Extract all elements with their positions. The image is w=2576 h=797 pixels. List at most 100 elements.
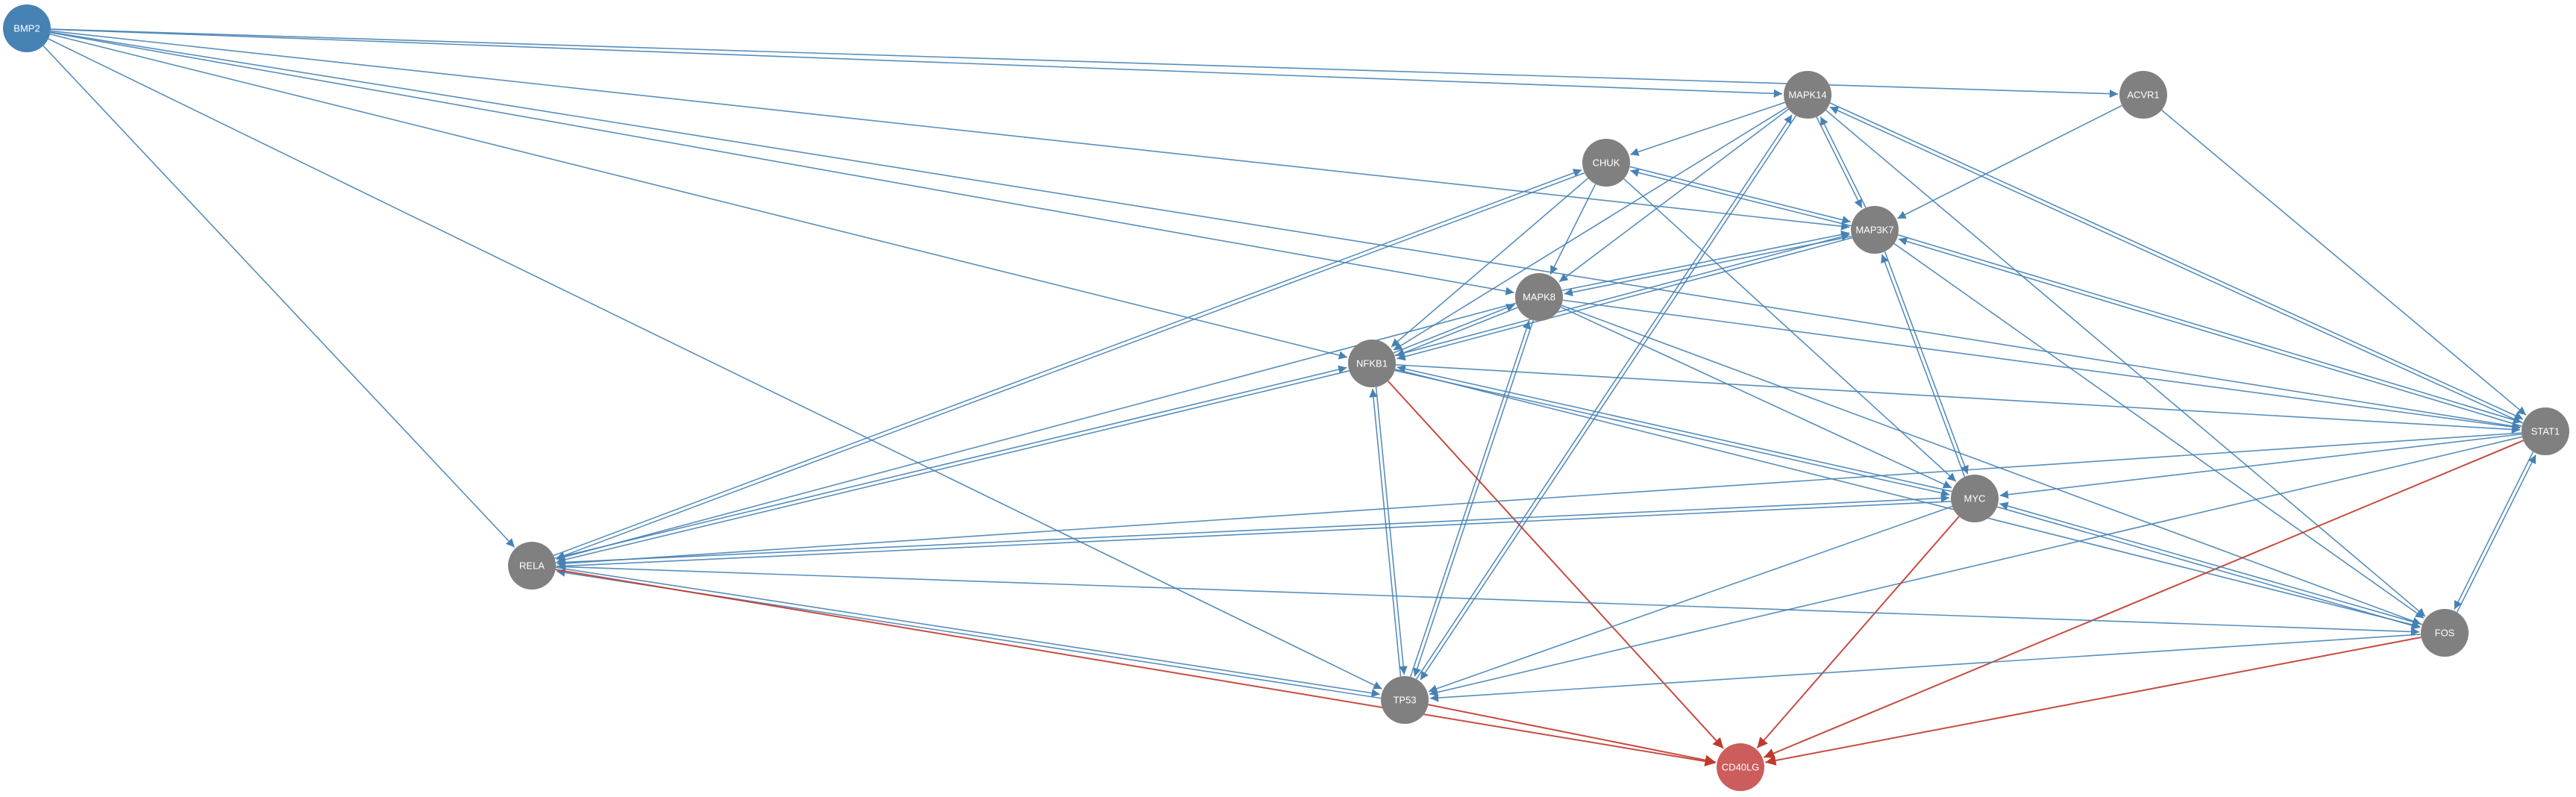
node-circle[interactable] [1784, 71, 1831, 119]
edge-rela-to-nfkb1[interactable] [554, 365, 1347, 559]
edge-nfkb1-to-cd40lg[interactable] [1387, 380, 1724, 749]
node-circle[interactable] [1951, 475, 1999, 522]
node-rela[interactable]: RELA [508, 542, 556, 590]
node-tp53[interactable]: TP53 [1381, 676, 1429, 724]
edge-stat1-to-map3k7[interactable] [1898, 237, 2522, 427]
node-circle[interactable] [1515, 273, 1563, 321]
edge-nfkb1-to-tp53[interactable] [1375, 387, 1408, 675]
edge-mapk14-to-stat1[interactable] [1829, 102, 2524, 420]
edge-stat1-to-tp53[interactable] [1429, 436, 2523, 697]
nodes-layer: BMP2 MAPK14 ACVR1 CHUK MAP3K7 MAPK8 NFKB1 STAT1… [3, 4, 2569, 791]
node-label: MAPK14 [1788, 90, 1826, 101]
node-circle[interactable] [2421, 609, 2469, 657]
node-acvr1[interactable]: ACVR1 [2119, 71, 2167, 119]
edge-mapk8-to-tp53[interactable] [1413, 319, 1535, 677]
node-circle[interactable] [2119, 71, 2167, 119]
edge-tp53-to-nfkb1[interactable] [1369, 389, 1402, 677]
node-label: NFKB1 [1356, 358, 1388, 369]
edge-tp53-to-mapk14[interactable] [1415, 114, 1793, 680]
edge-mapk14-to-nfkb1[interactable] [1393, 107, 1788, 351]
edge-mapk14-to-chuk[interactable] [1629, 101, 1785, 156]
edge-mapk8-to-stat1[interactable] [1562, 299, 2521, 431]
edge-rela-to-tp53[interactable] [555, 566, 1380, 698]
edge-map3k7-to-stat1[interactable] [1898, 234, 2522, 424]
node-cd40lg[interactable]: CD40LG [1717, 743, 1764, 791]
node-fos[interactable]: FOS [2421, 609, 2469, 657]
edge-chuk-to-nfkb1[interactable] [1391, 178, 1589, 348]
edge-acvr1-to-map3k7[interactable] [1897, 104, 2122, 219]
edge-fos-to-stat1[interactable] [2456, 454, 2536, 613]
edge-bmp2-to-acvr1[interactable] [50, 28, 2119, 99]
edge-mapk14-to-fos[interactable] [1825, 110, 2426, 617]
edge-chuk-to-rela[interactable] [556, 172, 1585, 560]
edge-nfkb1-to-mapk8[interactable] [1393, 304, 1515, 354]
edge-myc-to-cd40lg[interactable] [1756, 516, 1960, 749]
edge-nfkb1-to-myc[interactable] [1394, 369, 1950, 498]
edge-stat1-to-rela[interactable] [557, 432, 2522, 568]
node-bmp2[interactable]: BMP2 [3, 4, 51, 52]
node-circle[interactable] [1582, 139, 1630, 187]
edge-myc-to-tp53[interactable] [1428, 505, 1953, 693]
node-stat1[interactable]: STAT1 [2522, 407, 2569, 455]
node-map3k7[interactable]: MAP3K7 [1851, 206, 1899, 254]
edge-stat1-to-mapk14[interactable] [1829, 106, 2524, 424]
edge-stat1-to-myc[interactable] [1999, 433, 2522, 499]
edge-mapk14-to-mapk8[interactable] [1558, 108, 1789, 283]
node-mapk8[interactable]: MAPK8 [1515, 273, 1563, 321]
edge-myc-to-fos[interactable] [1996, 506, 2420, 630]
edge-bmp2-to-stat1[interactable] [50, 31, 2521, 431]
edge-chuk-to-map3k7[interactable] [1629, 166, 1851, 225]
edge-bmp2-to-tp53[interactable] [48, 38, 1382, 690]
edge-mapk14-to-tp53[interactable] [1420, 115, 1797, 681]
edge-map3k7-to-myc[interactable] [1884, 251, 1969, 475]
edge-acvr1-to-stat1[interactable] [2161, 109, 2527, 416]
edge-map3k7-to-nfkb1[interactable] [1397, 237, 1852, 361]
edge-stat1-to-fos[interactable] [2454, 451, 2534, 610]
edge-stat1-to-cd40lg[interactable] [1763, 440, 2524, 758]
edge-rela-to-chuk[interactable] [553, 169, 1582, 557]
edge-myc-to-map3k7[interactable] [1881, 254, 1966, 478]
edge-myc-to-nfkb1[interactable] [1397, 364, 1952, 493]
edge-fos-to-myc[interactable] [1999, 501, 2423, 625]
edge-nfkb1-to-rela[interactable] [557, 370, 1350, 564]
edge-tp53-to-mapk8[interactable] [1409, 320, 1531, 678]
edge-tp53-to-cd40lg[interactable] [1428, 704, 1716, 766]
edge-mapk8-to-fos[interactable] [1561, 304, 2422, 625]
edge-mapk14-to-map3k7[interactable] [1816, 116, 1863, 209]
node-myc[interactable]: MYC [1951, 475, 1999, 522]
node-label: BMP2 [13, 23, 40, 34]
node-label: CD40LG [1722, 762, 1760, 773]
edge-bmp2-to-nfkb1[interactable] [49, 33, 1348, 360]
node-circle[interactable] [3, 4, 51, 52]
node-circle[interactable] [1348, 340, 1396, 387]
edge-bmp2-to-map3k7[interactable] [50, 30, 1850, 231]
node-circle[interactable] [1851, 206, 1899, 254]
edge-map3k7-to-mapk14[interactable] [1820, 116, 1867, 208]
node-circle[interactable] [508, 542, 556, 590]
node-chuk[interactable]: CHUK [1582, 139, 1630, 187]
edge-nfkb1-to-map3k7[interactable] [1394, 232, 1850, 357]
edge-myc-to-rela[interactable] [557, 501, 1952, 570]
node-circle[interactable] [1717, 743, 1764, 791]
edge-nfkb1-to-fos[interactable] [1394, 369, 2421, 629]
edge-mapk8-to-nfkb1[interactable] [1396, 307, 1518, 357]
edge-fos-to-cd40lg[interactable] [1765, 637, 2422, 766]
node-nfkb1[interactable]: NFKB1 [1348, 340, 1396, 387]
edge-rela-to-myc[interactable] [555, 494, 1949, 563]
edge-mapk8-to-myc[interactable] [1560, 306, 1952, 489]
edge-bmp2-to-rela[interactable] [43, 45, 515, 548]
edge-rela-to-fos[interactable] [555, 566, 2420, 637]
node-circle[interactable] [1381, 676, 1429, 724]
node-mapk14[interactable]: MAPK14 [1784, 71, 1831, 119]
edge-map3k7-to-fos[interactable] [1893, 243, 2425, 619]
edge-map3k7-to-chuk[interactable] [1630, 168, 1852, 227]
node-circle[interactable] [2522, 407, 2569, 455]
edge-fos-to-tp53[interactable] [1429, 634, 2422, 702]
edge-mapk8-to-map3k7[interactable] [1561, 230, 1850, 292]
edge-bmp2-to-mapk14[interactable] [50, 28, 1783, 98]
edge-bmp2-to-mapk8[interactable] [50, 31, 1514, 296]
edge-rela-to-cd40lg[interactable] [555, 569, 1716, 767]
edge-nfkb1-to-stat1[interactable] [1395, 364, 2521, 434]
edge-chuk-to-mapk8[interactable] [1549, 184, 1596, 275]
edge-map3k7-to-mapk8[interactable] [1564, 235, 1852, 297]
